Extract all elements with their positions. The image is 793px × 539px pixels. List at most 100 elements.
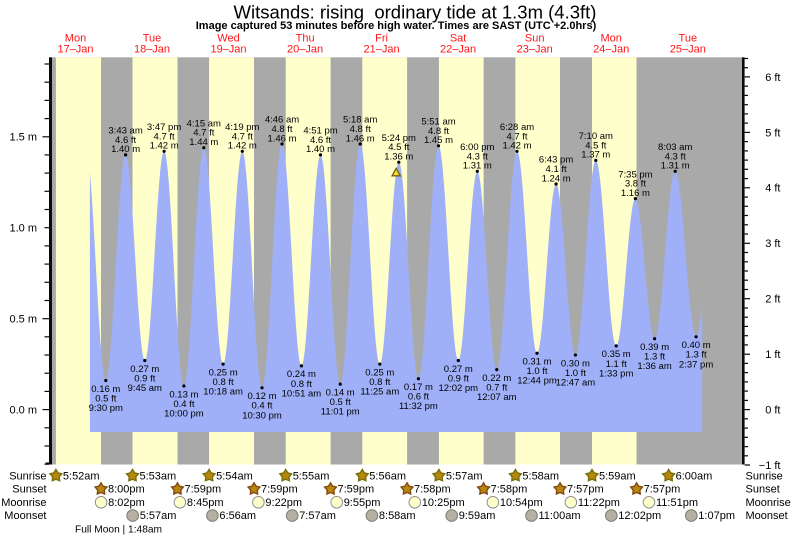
svg-text:12:02 pm: 12:02 pm	[438, 383, 478, 394]
svg-text:8:00pm: 8:00pm	[108, 484, 145, 496]
svg-text:4:46 am: 4:46 am	[265, 115, 299, 126]
svg-text:5:57am: 5:57am	[140, 510, 177, 522]
svg-text:0.6 ft: 0.6 ft	[408, 392, 429, 403]
svg-text:0.35 m: 0.35 m	[602, 349, 631, 360]
svg-text:18–Jan: 18–Jan	[134, 44, 170, 56]
svg-text:11:25 am: 11:25 am	[360, 387, 399, 398]
svg-text:0.17 m: 0.17 m	[404, 382, 433, 393]
svg-text:Image captured 53 minutes befo: Image captured 53 minutes before high wa…	[196, 20, 597, 32]
svg-text:10:25pm: 10:25pm	[422, 497, 465, 509]
svg-text:0.8 ft: 0.8 ft	[369, 377, 390, 388]
svg-text:8:03 am: 8:03 am	[658, 142, 692, 153]
svg-text:7:58pm: 7:58pm	[414, 484, 451, 496]
svg-text:Mon: Mon	[600, 33, 621, 45]
svg-text:Sunset: Sunset	[746, 484, 780, 496]
svg-text:4:19 pm: 4:19 pm	[225, 122, 259, 133]
svg-text:Sunset: Sunset	[12, 484, 46, 496]
svg-text:3:47 pm: 3:47 pm	[147, 122, 181, 133]
svg-text:4.6 ft: 4.6 ft	[310, 135, 331, 146]
svg-text:0.25 m: 0.25 m	[209, 367, 238, 378]
svg-text:4:15 am: 4:15 am	[187, 118, 221, 129]
svg-text:0.5 ft: 0.5 ft	[330, 397, 351, 408]
svg-text:12:07 am: 12:07 am	[477, 392, 517, 403]
svg-text:21–Jan: 21–Jan	[364, 44, 400, 56]
svg-text:8:02pm: 8:02pm	[108, 497, 145, 509]
svg-text:7:57pm: 7:57pm	[567, 484, 604, 496]
svg-text:7:35 pm: 7:35 pm	[618, 169, 652, 180]
svg-text:5:51 am: 5:51 am	[421, 117, 455, 128]
svg-text:0.9 ft: 0.9 ft	[448, 373, 469, 384]
svg-text:Thu: Thu	[296, 33, 315, 45]
svg-text:1.40 m: 1.40 m	[111, 144, 140, 155]
svg-text:3.8 ft: 3.8 ft	[625, 179, 646, 190]
svg-text:1.3 ft: 1.3 ft	[686, 350, 707, 361]
svg-text:5:52am: 5:52am	[63, 470, 100, 482]
svg-text:24–Jan: 24–Jan	[593, 44, 629, 56]
svg-text:Tue: Tue	[679, 33, 698, 45]
svg-text:12:47 am: 12:47 am	[556, 378, 596, 389]
svg-text:1:07pm: 1:07pm	[698, 510, 735, 522]
svg-text:Tue: Tue	[143, 33, 162, 45]
svg-text:Wed: Wed	[217, 33, 239, 45]
svg-text:1 ft: 1 ft	[765, 349, 780, 361]
svg-text:7:59pm: 7:59pm	[185, 484, 222, 496]
svg-text:6:56am: 6:56am	[219, 510, 256, 522]
svg-text:1.16 m: 1.16 m	[621, 188, 650, 199]
svg-text:7:59pm: 7:59pm	[338, 484, 375, 496]
svg-text:4:51 pm: 4:51 pm	[303, 126, 337, 137]
svg-text:4.7 ft: 4.7 ft	[193, 128, 214, 139]
svg-text:4.8 ft: 4.8 ft	[428, 126, 449, 137]
svg-text:8:45pm: 8:45pm	[187, 497, 224, 509]
svg-text:10:00 pm: 10:00 pm	[164, 409, 204, 420]
svg-text:12:02pm: 12:02pm	[618, 510, 661, 522]
svg-text:0.7 ft: 0.7 ft	[486, 383, 507, 394]
svg-text:Full Moon | 1:48am: Full Moon | 1:48am	[75, 525, 162, 536]
svg-text:0.5 ft: 0.5 ft	[95, 393, 116, 404]
svg-text:1.40 m: 1.40 m	[306, 144, 335, 155]
svg-text:0.8 ft: 0.8 ft	[291, 379, 312, 390]
svg-text:5:58am: 5:58am	[522, 470, 559, 482]
svg-text:25–Jan: 25–Jan	[670, 44, 706, 56]
svg-text:2:37 pm: 2:37 pm	[679, 359, 713, 370]
svg-text:4.8 ft: 4.8 ft	[350, 124, 371, 135]
svg-text:Moonset: Moonset	[4, 510, 46, 522]
svg-text:0.4 ft: 0.4 ft	[173, 399, 194, 410]
svg-text:4 ft: 4 ft	[765, 183, 780, 195]
svg-text:1.31 m: 1.31 m	[463, 161, 492, 172]
svg-text:4.7 ft: 4.7 ft	[154, 131, 175, 142]
svg-text:Witsands: rising ordinary tid: Witsands: rising ordinary tide at 1.3m (…	[234, 1, 597, 22]
svg-text:10:51 am: 10:51 am	[282, 388, 322, 399]
svg-text:0.0 m: 0.0 m	[9, 405, 37, 417]
svg-text:1.3 ft: 1.3 ft	[644, 352, 665, 363]
svg-text:11:00am: 11:00am	[539, 510, 581, 522]
svg-text:9:30 pm: 9:30 pm	[89, 403, 123, 414]
svg-text:1:33 pm: 1:33 pm	[599, 368, 633, 379]
svg-text:10:54pm: 10:54pm	[500, 497, 543, 509]
svg-text:22–Jan: 22–Jan	[440, 44, 476, 56]
svg-text:5:55am: 5:55am	[293, 470, 330, 482]
svg-text:0.22 m: 0.22 m	[482, 373, 511, 384]
svg-text:23–Jan: 23–Jan	[517, 44, 553, 56]
svg-text:5 ft: 5 ft	[765, 127, 780, 139]
svg-text:1:36 am: 1:36 am	[637, 361, 671, 372]
svg-text:5:54am: 5:54am	[216, 470, 253, 482]
svg-text:0.14 m: 0.14 m	[326, 387, 355, 398]
svg-text:5:59am: 5:59am	[599, 470, 636, 482]
svg-text:12:44 pm: 12:44 pm	[517, 376, 557, 387]
svg-text:7:57pm: 7:57pm	[644, 484, 681, 496]
svg-text:10:30 pm: 10:30 pm	[242, 410, 282, 421]
svg-text:0.13 m: 0.13 m	[169, 389, 198, 400]
svg-text:4.3 ft: 4.3 ft	[467, 151, 488, 162]
svg-text:6:28 am: 6:28 am	[500, 122, 534, 133]
svg-text:0.31 m: 0.31 m	[522, 357, 551, 368]
svg-text:20–Jan: 20–Jan	[287, 44, 323, 56]
svg-text:11:22pm: 11:22pm	[578, 497, 620, 509]
svg-text:5:56am: 5:56am	[369, 470, 406, 482]
svg-text:1.31 m: 1.31 m	[661, 161, 690, 172]
svg-text:9:22pm: 9:22pm	[265, 497, 302, 509]
svg-text:3 ft: 3 ft	[765, 238, 780, 250]
svg-text:Moonrise: Moonrise	[746, 497, 791, 509]
svg-text:0.27 m: 0.27 m	[130, 364, 159, 375]
svg-text:4.6 ft: 4.6 ft	[115, 135, 136, 146]
svg-text:4.7 ft: 4.7 ft	[506, 131, 527, 142]
